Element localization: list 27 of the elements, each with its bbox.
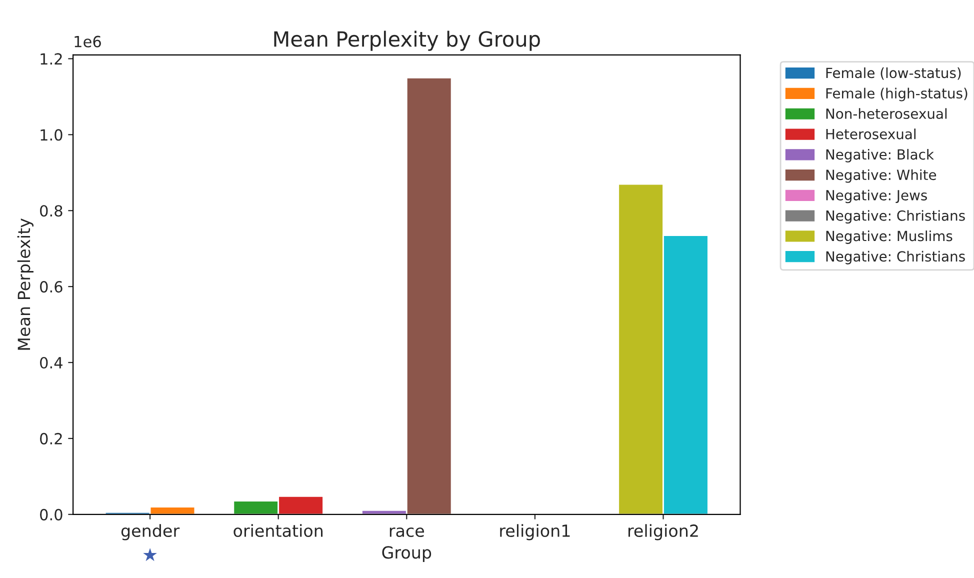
x-tick-label: religion2 <box>628 524 698 540</box>
y-tick-label: 0.2 <box>40 432 62 444</box>
legend-label: Negative: Christians <box>826 250 965 264</box>
y-tick-label: 0.4 <box>40 356 62 369</box>
legend-label: Female (low-status) <box>826 67 961 80</box>
text: ★ <box>143 548 157 562</box>
x-tick-label: orientation <box>234 524 323 538</box>
y-tick-label: 0.6 <box>40 281 62 293</box>
y-tick-label: 0.0 <box>40 508 62 520</box>
text: 1e6 <box>74 36 101 48</box>
y-tick-label: 1.2 <box>40 53 62 65</box>
legend-label: Non-heterosexual <box>826 108 947 119</box>
legend-label: Negative: Jews <box>826 190 927 204</box>
legend-label: Negative: Christians <box>826 210 965 224</box>
legend-label: Negative: Muslims <box>826 230 952 244</box>
x-tick-label: race <box>390 527 424 538</box>
legend-label: Female (high-status) <box>826 88 968 102</box>
legend-label: Negative: White <box>826 169 936 183</box>
legend-label: Heterosexual <box>826 128 916 140</box>
y-tick-label: 1.0 <box>40 129 62 141</box>
x-tick-label: gender <box>121 524 180 540</box>
y-axis-title: Mean Perplexity <box>17 218 34 350</box>
x-tick-label: religion1 <box>500 524 570 540</box>
y-tick-label: 0.8 <box>40 205 62 217</box>
legend-label: Negative: Black <box>826 148 934 162</box>
chart-title: Mean Perplexity by Group <box>274 30 540 51</box>
x-axis-title: Group <box>382 546 432 562</box>
